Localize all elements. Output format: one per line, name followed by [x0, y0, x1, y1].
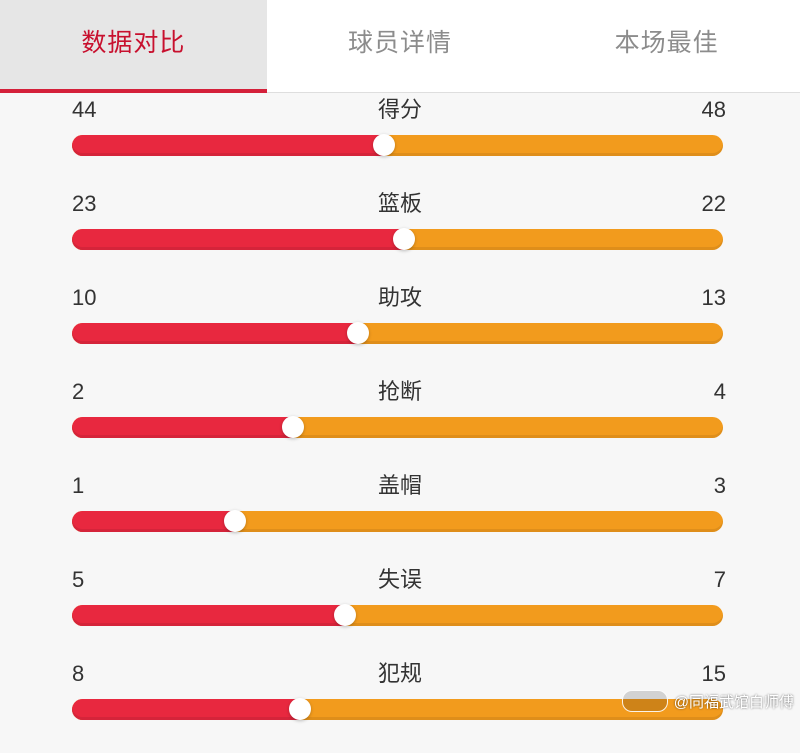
- stat-left-value: 1: [72, 473, 85, 498]
- stat-bar-left-fill: [72, 511, 235, 532]
- stat-bar-left-fill: [72, 229, 404, 250]
- stat-label: 得分: [377, 97, 422, 122]
- stat-label: 篮板: [377, 191, 422, 216]
- stat-bar-left-fill: [72, 699, 300, 720]
- stat-row: 2 抢断 4: [0, 377, 800, 471]
- tab-player-details[interactable]: 球员详情: [348, 29, 453, 57]
- stat-bar-knob: [373, 134, 395, 156]
- stat-bar-knob: [289, 698, 311, 720]
- stat-left-value: 2: [72, 379, 85, 404]
- stat-bar-knob: [393, 228, 415, 250]
- stat-compare-bar: [72, 698, 723, 720]
- stat-bar-knob: [347, 322, 369, 344]
- stat-bar-left-fill: [72, 135, 384, 156]
- stat-right-value: 15: [701, 661, 726, 686]
- stat-row: 5 失误 7: [0, 565, 800, 659]
- stat-row: 1 盖帽 3: [0, 471, 800, 565]
- stat-left-value: 5: [72, 567, 85, 592]
- stat-left-value: 10: [72, 285, 97, 310]
- stat-label: 盖帽: [377, 473, 422, 498]
- stat-bar-knob: [334, 604, 356, 626]
- watermark: @同福武馆白师傅: [621, 690, 794, 712]
- stat-left-value: 8: [72, 661, 85, 686]
- tab-best-player[interactable]: 本场最佳: [614, 29, 719, 57]
- stat-right-value: 13: [701, 285, 726, 310]
- stat-right-value: 3: [713, 473, 726, 498]
- stat-compare-bar: [72, 510, 723, 532]
- stat-compare-bar: [72, 604, 723, 626]
- stat-compare-bar: [72, 416, 723, 438]
- stat-right-value: 48: [701, 97, 726, 122]
- stat-left-value: 23: [72, 191, 97, 216]
- stat-label: 助攻: [377, 285, 422, 310]
- stat-right-value: 22: [701, 191, 726, 216]
- stat-bar-left-fill: [72, 605, 345, 626]
- stat-bar-left-fill: [72, 417, 293, 438]
- stat-right-value: 7: [713, 567, 726, 592]
- stat-right-value: 4: [713, 379, 726, 404]
- tab-bar: 数据对比 球员详情 本场最佳: [0, 0, 800, 93]
- stat-row: 23 篮板 22: [0, 189, 800, 283]
- stat-label: 犯规: [377, 661, 422, 686]
- watermark-text: @同福武馆白师傅: [673, 693, 794, 711]
- stat-bar-knob: [224, 510, 246, 532]
- stat-row: 44 得分 48: [0, 95, 800, 189]
- stat-label: 失误: [377, 567, 422, 592]
- stat-left-value: 44: [72, 97, 97, 122]
- stat-label: 抢断: [377, 379, 422, 404]
- stat-row: 8 犯规 15: [0, 659, 800, 753]
- stat-bar-knob: [282, 416, 304, 438]
- stat-bar-left-fill: [72, 323, 358, 344]
- stat-compare-bar: [72, 134, 723, 156]
- stat-compare-bar: [72, 322, 723, 344]
- tab-data-compare[interactable]: 数据对比: [0, 0, 267, 93]
- weibo-logo-icon: [621, 690, 668, 712]
- stat-compare-bar: [72, 228, 723, 250]
- stat-row: 10 助攻 13: [0, 283, 800, 377]
